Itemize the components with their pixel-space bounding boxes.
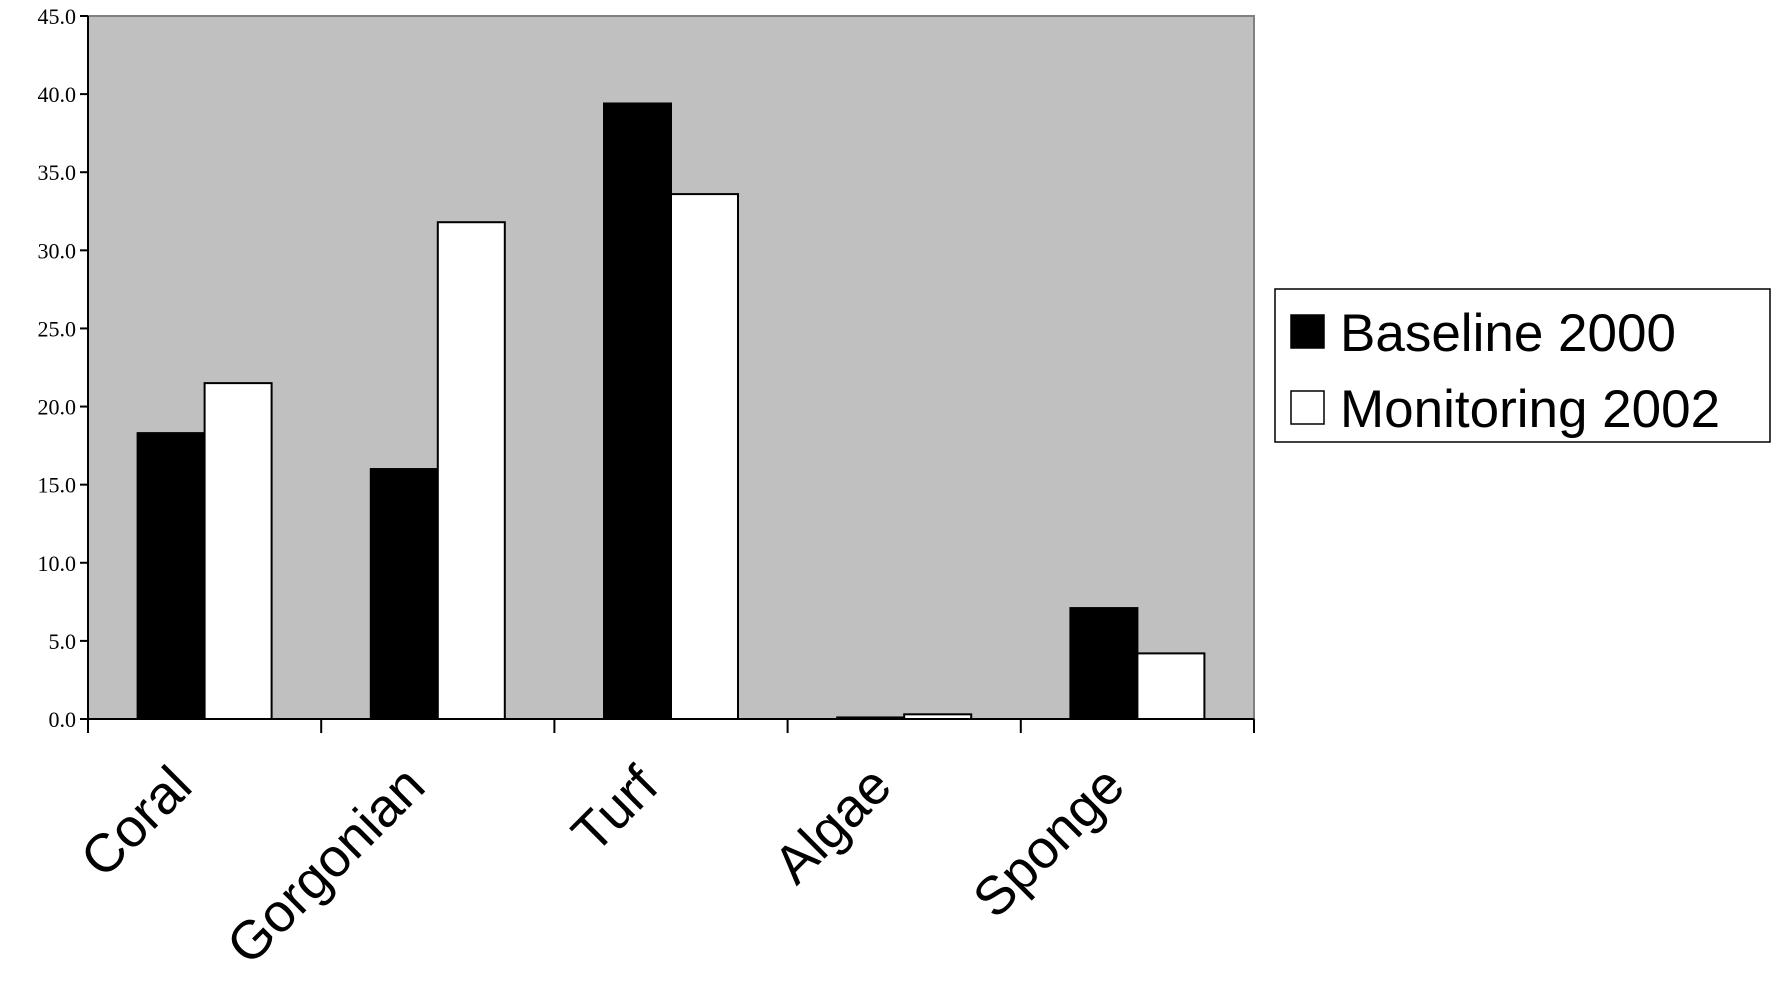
category-label-gorgonian: Gorgonian bbox=[216, 755, 437, 976]
legend-label-baseline: Baseline 2000 bbox=[1340, 304, 1676, 363]
y-tick-label: 35.0 bbox=[38, 160, 77, 185]
y-tick-label: 25.0 bbox=[38, 316, 77, 341]
bar-baseline-2000-sponge bbox=[1069, 607, 1139, 720]
y-tick-label: 10.0 bbox=[38, 551, 77, 576]
y-tick-label: 30.0 bbox=[38, 238, 77, 263]
bars-group bbox=[136, 102, 1206, 721]
legend-swatch-monitoring bbox=[1290, 390, 1325, 425]
legend-label-monitoring: Monitoring 2002 bbox=[1340, 380, 1720, 439]
bar-monitoring-2002-coral bbox=[203, 382, 273, 720]
category-label-turf: Turf bbox=[561, 754, 671, 864]
bar-monitoring-2002-turf bbox=[670, 193, 739, 721]
y-tick-label: 15.0 bbox=[38, 473, 77, 498]
y-tick-label: 45.0 bbox=[38, 4, 77, 29]
legend-box bbox=[1274, 288, 1771, 443]
y-tick-label: 40.0 bbox=[38, 82, 77, 107]
bar-baseline-2000-gorgonian bbox=[369, 468, 439, 720]
y-tick-label: 0.0 bbox=[49, 707, 77, 732]
bar-monitoring-2002-gorgonian bbox=[436, 221, 506, 720]
bar-baseline-2000-coral bbox=[136, 432, 206, 720]
y-tick-label: 5.0 bbox=[49, 629, 77, 654]
legend-swatch-baseline bbox=[1290, 314, 1325, 349]
bar-baseline-2000-turf bbox=[603, 102, 672, 721]
y-tick-label: 20.0 bbox=[38, 395, 77, 420]
legend: Baseline 2000 Monitoring 2002 bbox=[1274, 288, 1771, 443]
bar-monitoring-2002-sponge bbox=[1136, 652, 1206, 720]
category-label-coral: Coral bbox=[69, 755, 203, 889]
category-label-sponge: Sponge bbox=[962, 755, 1136, 929]
category-label-algae: Algae bbox=[763, 755, 903, 895]
